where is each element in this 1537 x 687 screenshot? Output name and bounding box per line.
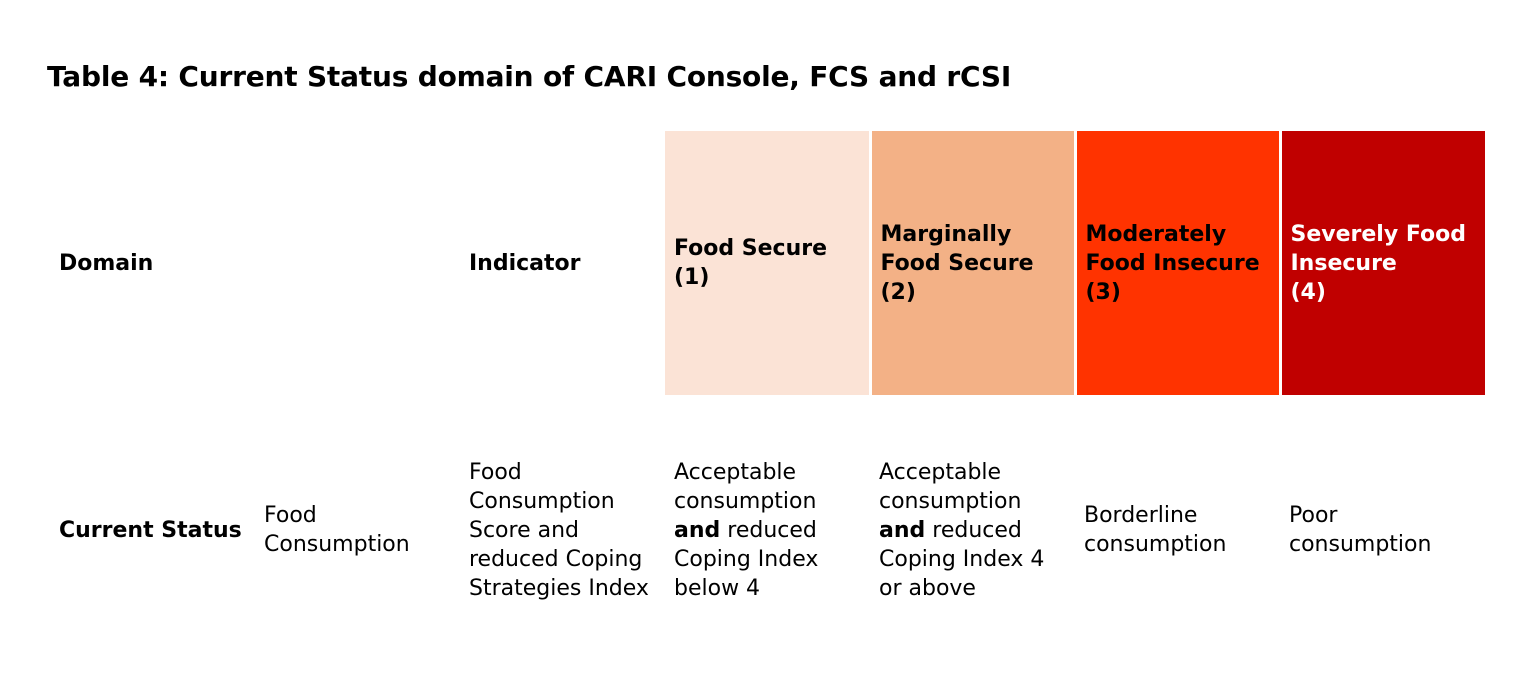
category-name: Marginally Food Secure	[880, 221, 1034, 276]
category-code: (1)	[674, 265, 710, 290]
criteria-emphasis: and	[674, 517, 721, 543]
header-row: Domain Indicator Food Secure (1) Margina…	[50, 131, 1485, 395]
header-severely-food-insecure: Severely Food Insecure (4)	[1278, 131, 1485, 395]
category-code: (2)	[880, 279, 916, 305]
row-food-secure-criteria: Acceptable consumption and reduced Copin…	[665, 395, 870, 665]
category-name: Food Secure	[674, 236, 828, 261]
header-domain: Domain	[59, 250, 154, 276]
criteria-text: reduced Coping Index 4 or above	[879, 517, 1045, 601]
header-marginally-food-secure: Marginally Food Secure (2)	[868, 131, 1075, 395]
header-indicator: Indicator	[469, 250, 581, 276]
criteria-emphasis: and	[879, 517, 926, 543]
header-food-secure: Food Secure (1)	[665, 131, 870, 395]
table-row: Current Status Food Consumption Food Con…	[50, 395, 1485, 665]
row-marginally-food-secure-criteria: Acceptable consumption and reduced Copin…	[870, 395, 1075, 665]
row-severely-food-insecure-criteria: Poor consumption	[1289, 503, 1432, 557]
row-indicator: Food Consumption Score and reduced Copin…	[469, 459, 649, 601]
category-name: Moderately Food Insecure	[1085, 221, 1260, 276]
row-subdomain: Food Consumption	[264, 503, 410, 557]
header-moderately-food-insecure: Moderately Food Insecure (3)	[1073, 131, 1280, 395]
criteria-text: reduced Coping Index below 4	[674, 517, 819, 601]
criteria-text: Acceptable consumption	[674, 459, 817, 514]
cari-table: Domain Indicator Food Secure (1) Margina…	[50, 131, 1485, 665]
table-title: Table 4: Current Status domain of CARI C…	[47, 60, 1012, 93]
category-code: (4)	[1290, 279, 1326, 305]
row-domain: Current Status	[59, 517, 242, 543]
category-name: Severely Food Insecure	[1290, 221, 1466, 276]
row-moderately-food-insecure-criteria: Borderline consumption	[1084, 503, 1227, 557]
criteria-text: Acceptable consumption	[879, 459, 1022, 514]
category-code: (3)	[1085, 279, 1121, 305]
